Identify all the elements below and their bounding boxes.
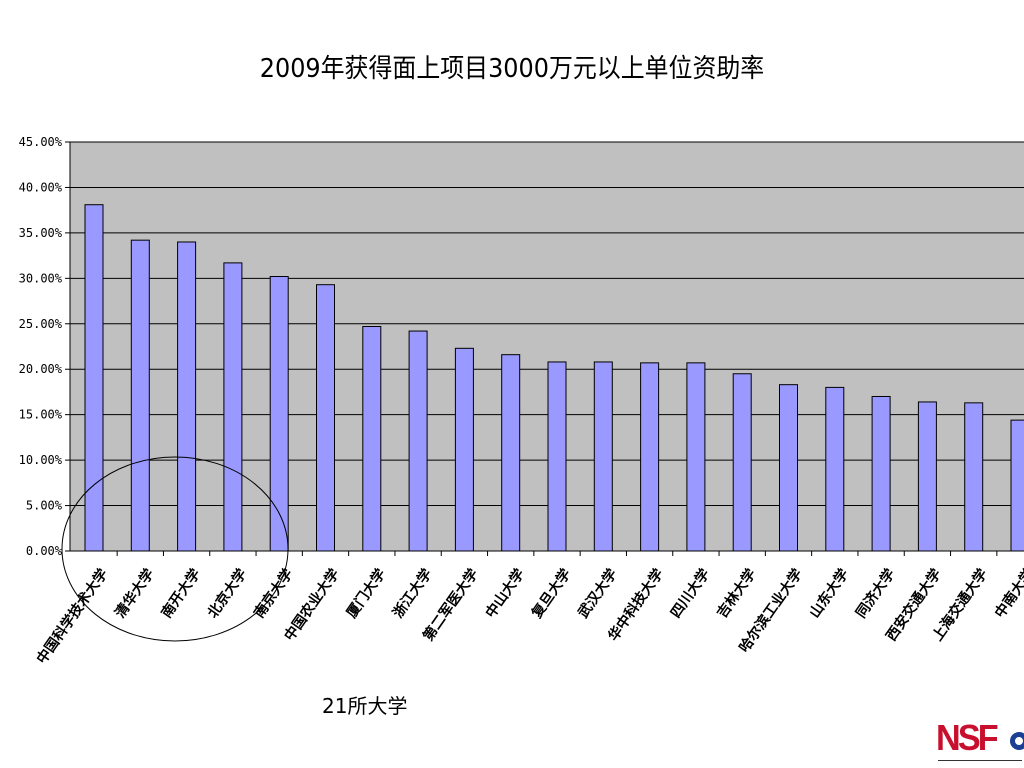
logo-underline xyxy=(938,760,1022,761)
bar xyxy=(269,276,289,552)
x-tick-label: 中国科学技术大学 xyxy=(33,566,111,667)
bar xyxy=(732,373,752,552)
y-tick-label: 35.00% xyxy=(19,226,63,240)
y-tick-label: 40.00% xyxy=(19,180,63,194)
x-tick-label: 南开大学 xyxy=(158,566,204,622)
bar xyxy=(454,347,474,552)
bar xyxy=(501,354,521,552)
chart-title: 2009年获得面上项目3000万元以上单位资助率 xyxy=(259,54,765,84)
logo-wordmark: NSF xyxy=(936,717,999,758)
bar xyxy=(130,239,150,552)
x-tick-label: 厦门大学 xyxy=(343,566,389,622)
bar xyxy=(223,262,243,552)
y-tick-label: 45.00% xyxy=(19,135,63,149)
x-tick-label: 北京大学 xyxy=(204,566,250,622)
y-tick-label: 5.00% xyxy=(26,499,63,513)
bar xyxy=(84,204,104,552)
bar xyxy=(177,241,197,552)
y-tick-label: 15.00% xyxy=(19,408,63,422)
bar xyxy=(593,361,613,552)
bar xyxy=(547,361,567,552)
bar xyxy=(917,401,937,552)
bar xyxy=(686,362,706,552)
highlight-ellipse xyxy=(61,456,289,642)
x-tick-label: 浙江大学 xyxy=(389,566,435,622)
bars xyxy=(84,204,1024,552)
bar xyxy=(316,284,335,552)
logo-ring xyxy=(1010,732,1024,750)
x-tick-label: 山东大学 xyxy=(806,566,852,622)
x-tick-label: 中南大学 xyxy=(991,566,1024,622)
bar xyxy=(779,384,798,552)
y-tick-label: 0.00% xyxy=(26,544,63,558)
x-tick-label: 同济大学 xyxy=(852,566,898,622)
y-tick-label: 30.00% xyxy=(19,271,63,285)
bar xyxy=(362,326,382,552)
x-tick-label: 清华大学 xyxy=(112,566,158,622)
x-tick-label: 中山大学 xyxy=(482,566,528,622)
bar xyxy=(408,330,428,552)
nsf-logo: NSF xyxy=(934,718,1024,768)
x-tick-label: 武汉大学 xyxy=(575,566,621,622)
x-tick-label: 四川大学 xyxy=(667,566,713,622)
y-tick-label: 25.00% xyxy=(19,317,63,331)
bar xyxy=(871,395,891,552)
x-tick-label: 复旦大学 xyxy=(528,566,575,622)
bar xyxy=(964,402,984,552)
caption-text: 21所大学 xyxy=(322,694,408,718)
y-tick-label: 10.00% xyxy=(19,453,63,467)
y-axis-ticks: 0.00% 5.00% 10.00% 15.00% 20.00% 25.00% 30.00%… xyxy=(19,135,70,558)
bar xyxy=(640,362,660,552)
bar xyxy=(1010,419,1024,552)
y-tick-label: 20.00% xyxy=(19,362,63,376)
bar xyxy=(825,386,845,552)
x-tick-label: 吉林大学 xyxy=(713,566,759,622)
